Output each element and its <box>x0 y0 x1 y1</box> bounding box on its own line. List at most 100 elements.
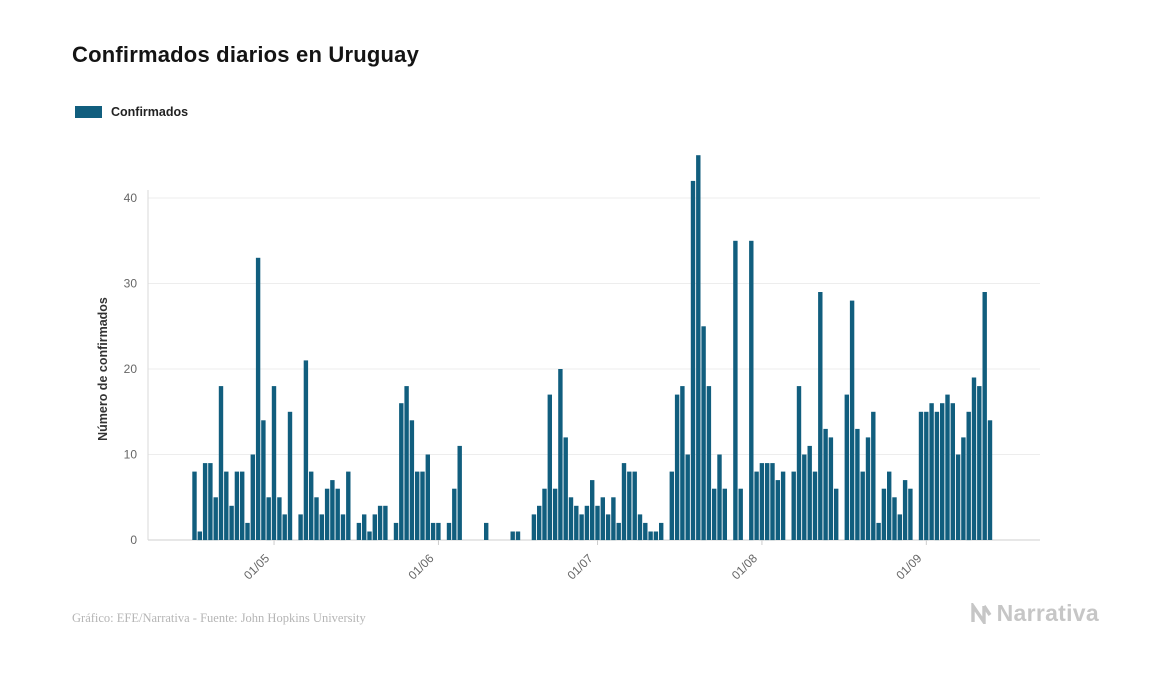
bar <box>261 420 266 540</box>
bar <box>849 300 855 540</box>
bar <box>765 463 770 541</box>
x-axis: 01/05 01/06 01/07 01/08 01/09 <box>241 540 927 582</box>
bar <box>579 514 584 541</box>
y-axis: 0 10 20 30 40 <box>124 191 138 547</box>
bar <box>563 437 568 540</box>
bar <box>812 471 818 540</box>
bar <box>945 394 950 540</box>
bar <box>298 514 303 541</box>
bar <box>552 488 558 540</box>
bar <box>600 497 605 541</box>
bar <box>871 411 876 541</box>
legend: Confirmados <box>75 105 188 119</box>
bar <box>791 471 796 540</box>
bar <box>908 488 913 540</box>
bar <box>218 386 224 540</box>
bar <box>484 522 489 540</box>
bar <box>754 471 759 540</box>
y-tick-label: 30 <box>124 277 138 291</box>
bar <box>807 445 812 540</box>
bar <box>733 240 738 541</box>
bar <box>892 497 897 541</box>
bar <box>346 471 351 540</box>
bar <box>971 377 977 540</box>
bar <box>749 240 754 541</box>
bar <box>309 471 314 540</box>
bar <box>266 497 271 541</box>
bar <box>367 531 372 541</box>
bar <box>568 497 574 541</box>
x-tick-label: 01/09 <box>893 551 924 582</box>
bar <box>717 454 722 540</box>
bar <box>425 454 430 540</box>
bar <box>796 386 802 540</box>
bar <box>197 531 202 541</box>
bar <box>669 471 674 540</box>
bar <box>674 394 680 540</box>
x-tick-label: 01/08 <box>729 551 760 582</box>
bar <box>192 471 197 540</box>
bar <box>224 471 229 540</box>
bar <box>303 360 309 540</box>
bar <box>712 488 717 540</box>
bar <box>940 403 945 540</box>
bar <box>250 454 255 540</box>
bar <box>340 514 346 541</box>
narrativa-logo-icon <box>970 603 991 624</box>
bar <box>632 471 637 540</box>
bar <box>452 488 457 540</box>
chart-title: Confirmados diarios en Uruguay <box>72 42 420 67</box>
bar <box>324 488 330 540</box>
narrativa-logo: Narrativa <box>970 600 1099 627</box>
bar <box>558 369 563 540</box>
bar <box>287 411 293 541</box>
bar <box>393 522 399 540</box>
narrativa-logo-text: Narrativa <box>996 600 1099 626</box>
bar <box>738 488 743 540</box>
bar <box>881 488 887 540</box>
bar <box>372 514 377 541</box>
bar <box>202 463 208 541</box>
bar <box>834 488 839 540</box>
bar <box>271 386 277 540</box>
bar <box>409 420 415 540</box>
bar <box>436 522 441 540</box>
bar <box>987 420 993 540</box>
x-tick-label: 01/05 <box>241 551 272 582</box>
bar <box>446 522 452 540</box>
bar <box>775 480 780 540</box>
bar <box>696 155 701 540</box>
legend-label: Confirmados <box>111 105 189 119</box>
y-tick-label: 0 <box>130 533 137 547</box>
bar <box>277 497 282 541</box>
y-tick-label: 10 <box>124 448 138 462</box>
bar <box>584 505 590 540</box>
bar <box>637 514 643 541</box>
bar <box>770 463 775 541</box>
bar <box>377 505 383 540</box>
bar <box>430 522 436 540</box>
bar <box>701 326 706 541</box>
bar <box>955 454 961 540</box>
bar <box>653 531 659 541</box>
bar <box>229 505 234 540</box>
bar <box>828 437 834 540</box>
bar <box>335 488 340 540</box>
bar <box>330 480 335 540</box>
bar <box>356 522 362 540</box>
x-tick-label: 01/07 <box>565 551 596 582</box>
bar <box>855 428 860 541</box>
bar <box>531 514 537 541</box>
bar <box>362 514 367 541</box>
bar <box>383 505 388 540</box>
bar <box>844 394 849 540</box>
bar <box>627 471 632 540</box>
bar <box>420 471 425 540</box>
bar <box>510 531 515 541</box>
bar <box>706 386 712 540</box>
bar <box>780 471 786 540</box>
bar <box>924 411 929 541</box>
bar <box>404 386 409 540</box>
bar-series-confirmados <box>192 155 993 541</box>
